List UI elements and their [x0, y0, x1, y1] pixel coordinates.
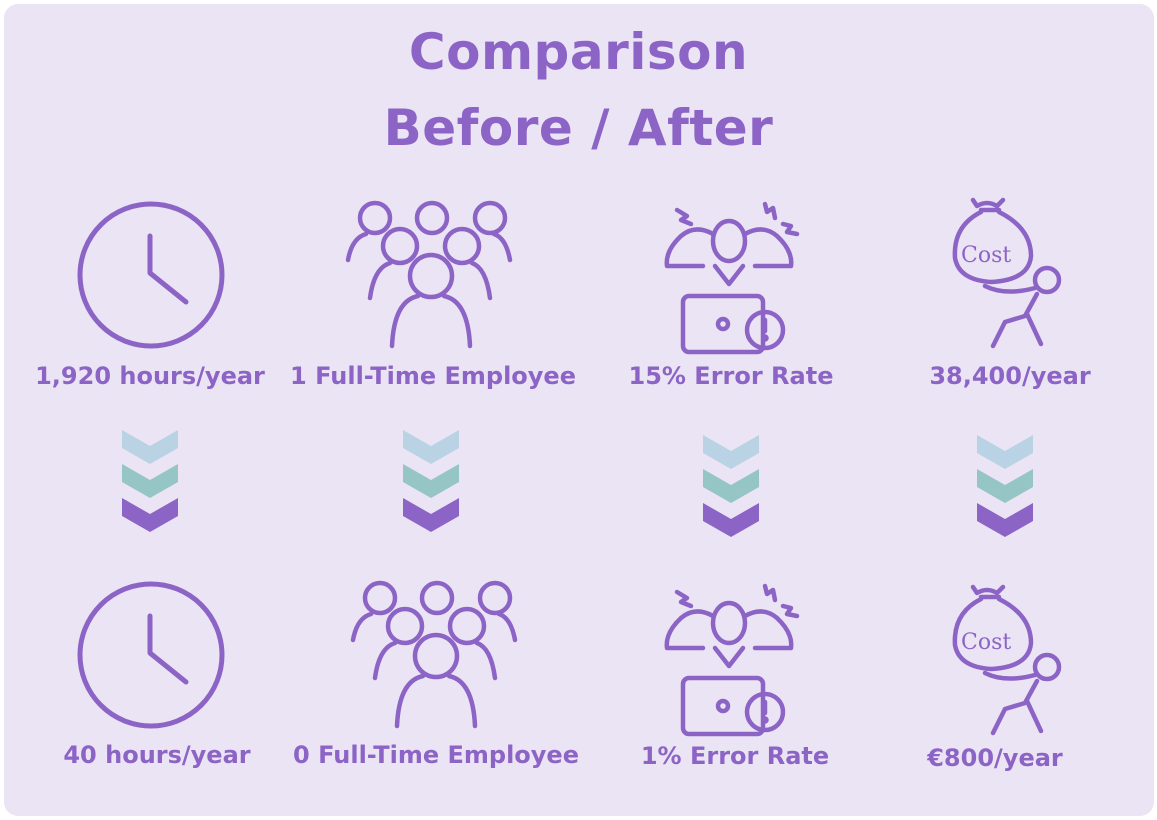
svg-text:Cost: Cost	[961, 243, 1011, 268]
person-dragging-cost-bag-icon: Cost	[945, 584, 1065, 740]
chevron-down-icon	[703, 435, 759, 543]
chevron-down-icon	[403, 430, 459, 538]
svg-text:Cost: Cost	[961, 630, 1011, 655]
page-title: Comparison Before / After	[0, 14, 1157, 166]
chevron-down-icon	[977, 435, 1033, 543]
before-error-label: 15% Error Rate	[628, 362, 834, 390]
after-error-label: 1% Error Rate	[640, 742, 830, 770]
before-cost-label: 38,400/year	[929, 362, 1091, 390]
stressed-person-at-laptop-icon	[655, 196, 805, 356]
after-time-label: 40 hours/year	[63, 741, 251, 769]
stressed-person-at-laptop-icon	[655, 578, 805, 738]
clock-icon	[76, 200, 226, 350]
group-of-people-icon	[340, 198, 520, 349]
chevron-down-icon	[122, 430, 178, 538]
before-staff-label: 1 Full-Time Employee	[290, 362, 576, 390]
title-line-2: Before / After	[383, 99, 774, 157]
title-line-1: Comparison	[408, 23, 749, 81]
after-cost-label: €800/year	[927, 744, 1063, 772]
clock-icon	[76, 580, 226, 730]
person-dragging-cost-bag-icon: Cost	[945, 197, 1065, 353]
before-time-label: 1,920 hours/year	[35, 362, 265, 390]
group-of-people-icon	[345, 578, 525, 729]
comparison-card	[4, 4, 1154, 816]
after-staff-label: 0 Full-Time Employee	[293, 741, 579, 769]
